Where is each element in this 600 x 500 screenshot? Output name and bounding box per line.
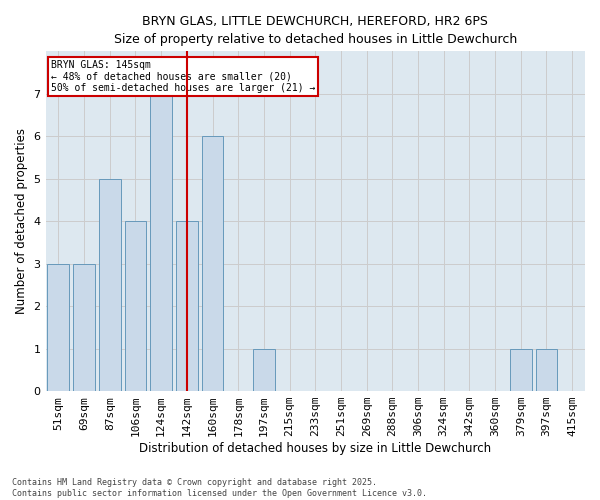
Text: BRYN GLAS: 145sqm
← 48% of detached houses are smaller (20)
50% of semi-detached: BRYN GLAS: 145sqm ← 48% of detached hous… (51, 60, 316, 93)
Bar (202, 136, 223, 391)
Bar (73, 264, 95, 391)
Bar (536, 348, 557, 391)
Bar (150, 94, 172, 391)
Bar (47, 264, 70, 391)
Text: Contains HM Land Registry data © Crown copyright and database right 2025.
Contai: Contains HM Land Registry data © Crown c… (12, 478, 427, 498)
Bar (125, 221, 146, 391)
Bar (176, 221, 198, 391)
Bar (99, 178, 121, 391)
Title: BRYN GLAS, LITTLE DEWCHURCH, HEREFORD, HR2 6PS
Size of property relative to deta: BRYN GLAS, LITTLE DEWCHURCH, HEREFORD, H… (113, 15, 517, 46)
Bar (510, 348, 532, 391)
Y-axis label: Number of detached properties: Number of detached properties (15, 128, 28, 314)
Bar (253, 348, 275, 391)
X-axis label: Distribution of detached houses by size in Little Dewchurch: Distribution of detached houses by size … (139, 442, 491, 455)
